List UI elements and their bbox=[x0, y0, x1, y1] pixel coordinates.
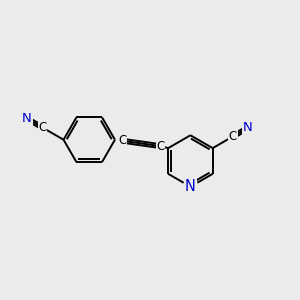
Text: N: N bbox=[22, 112, 32, 125]
Text: N: N bbox=[243, 121, 253, 134]
Text: C: C bbox=[157, 140, 165, 153]
Text: C: C bbox=[38, 121, 46, 134]
Text: C: C bbox=[229, 130, 237, 143]
Text: N: N bbox=[185, 179, 196, 194]
Text: C: C bbox=[157, 140, 165, 153]
Text: C: C bbox=[118, 134, 127, 147]
Text: C: C bbox=[118, 134, 127, 147]
